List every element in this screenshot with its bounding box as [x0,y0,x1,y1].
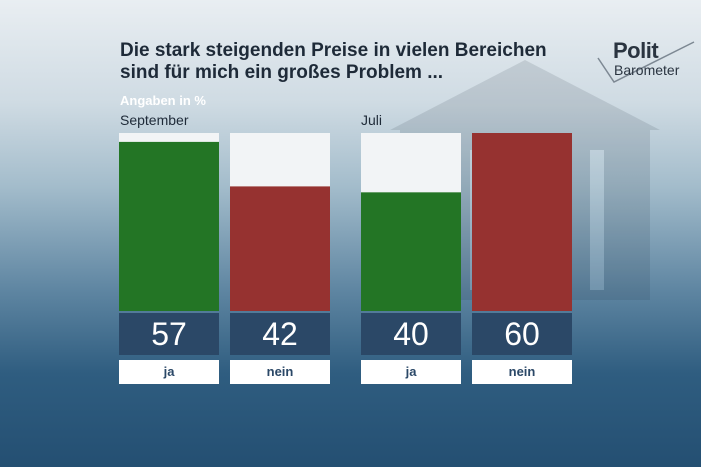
group-label-juli: Juli [361,112,383,128]
logo-text-bottom: Barometer [614,62,680,78]
bar-ja [119,141,219,311]
chart-panel-juli: 40 60 ja nein [361,133,572,384]
plot-area-juli [361,133,572,311]
title-line-2: sind für mich ein großes Problem ... [120,62,444,83]
category-label-nein: nein [472,360,572,384]
category-label-ja: ja [119,360,219,384]
chart-title: Die stark steigenden Preise in vielen Be… [120,40,590,84]
chart-panel-september: 57 42 ja nein [119,133,330,384]
value-label-nein: 42 [230,313,330,355]
group-label-september: September [120,112,189,128]
bar-nein [472,133,572,311]
politbarometer-logo: Polit Barometer [594,38,701,90]
title-line-1: Die stark steigenden Preise in vielen Be… [120,40,547,61]
chart-subtitle: Angaben in % [120,93,206,108]
bar-ja [361,192,461,311]
category-label-ja: ja [361,360,461,384]
plot-area-september [119,133,330,311]
value-label-nein: 60 [472,313,572,355]
logo-text-top: Polit [613,38,659,63]
bar-nein [230,186,330,311]
value-label-ja: 40 [361,313,461,355]
category-label-nein: nein [230,360,330,384]
value-label-ja: 57 [119,313,219,355]
checkmark-icon [597,41,695,83]
